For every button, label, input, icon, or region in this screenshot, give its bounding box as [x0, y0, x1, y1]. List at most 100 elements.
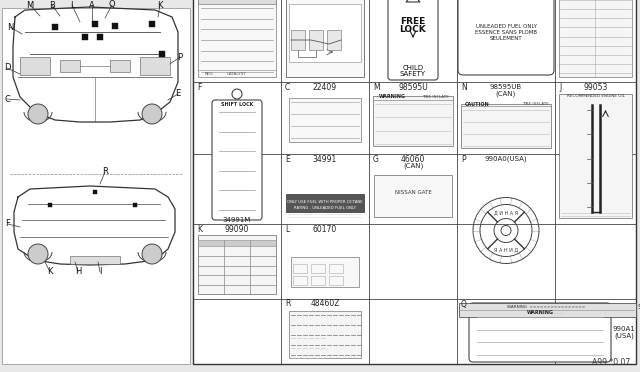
Bar	[198, 240, 276, 246]
Bar	[286, 194, 364, 212]
Text: 98595UB: 98595UB	[490, 84, 522, 90]
Text: CHILD: CHILD	[403, 65, 424, 71]
Bar	[159, 51, 165, 57]
Bar	[559, 0, 632, 77]
Text: ONLY USE FUEL WITH PROPER OCTANE: ONLY USE FUEL WITH PROPER OCTANE	[287, 200, 363, 204]
Text: TIRE INFLATE: TIRE INFLATE	[422, 95, 449, 99]
Text: J: J	[559, 83, 561, 92]
Text: E: E	[175, 90, 180, 99]
Text: 99090: 99090	[225, 224, 249, 234]
Bar	[461, 104, 551, 148]
Bar	[92, 21, 98, 27]
Bar	[70, 256, 120, 264]
Text: R: R	[285, 299, 291, 308]
FancyBboxPatch shape	[458, 0, 554, 75]
Text: M: M	[373, 83, 380, 92]
Text: D: D	[4, 64, 10, 73]
Text: TIRE INFLATE: TIRE INFLATE	[522, 102, 549, 106]
FancyBboxPatch shape	[469, 303, 611, 362]
Bar	[198, 235, 276, 294]
Bar	[48, 203, 52, 207]
Text: Я А Н И Д: Я А Н И Д	[494, 247, 518, 252]
Text: F: F	[6, 219, 10, 228]
Bar	[286, 0, 364, 77]
Text: 60170: 60170	[313, 224, 337, 234]
Bar	[289, 98, 361, 142]
Bar	[140, 57, 170, 75]
Text: 48460Z: 48460Z	[310, 299, 340, 308]
Text: 990A1: 990A1	[612, 326, 636, 332]
Text: (CAN): (CAN)	[403, 163, 423, 169]
Bar	[559, 94, 632, 218]
Text: H: H	[75, 267, 81, 276]
Text: ESSENCE SANS PLOMB: ESSENCE SANS PLOMB	[475, 29, 537, 35]
Text: L: L	[285, 224, 289, 234]
Bar	[309, 30, 323, 50]
FancyBboxPatch shape	[212, 100, 262, 220]
Text: Q: Q	[461, 299, 467, 308]
Text: LOCK: LOCK	[399, 26, 426, 35]
Text: P: P	[461, 154, 466, 164]
Bar	[293, 276, 307, 285]
Text: (USA): (USA)	[614, 333, 634, 339]
Bar	[198, 0, 276, 4]
Bar	[289, 311, 361, 358]
Circle shape	[142, 244, 162, 264]
Bar	[97, 34, 103, 40]
Text: 34991M: 34991M	[223, 217, 251, 223]
Bar	[291, 30, 305, 50]
Text: - - - - - - - - - - - - -: - - - - - - - - - - - - -	[529, 311, 563, 315]
Circle shape	[28, 104, 48, 124]
Text: REG: REG	[205, 72, 214, 76]
Bar	[327, 30, 341, 50]
Bar	[193, 0, 636, 364]
Text: R: R	[102, 167, 108, 176]
Text: N: N	[7, 22, 13, 32]
Text: RECOMMENDED ENGINE OIL: RECOMMENDED ENGINE OIL	[566, 94, 625, 98]
Bar	[149, 21, 155, 27]
Text: SEULEMENT: SEULEMENT	[490, 35, 522, 41]
Bar	[311, 264, 325, 273]
Text: 99053: 99053	[583, 83, 608, 92]
Text: 990A0(USA): 990A0(USA)	[484, 156, 527, 162]
FancyBboxPatch shape	[388, 0, 438, 80]
Bar	[373, 96, 453, 146]
Text: C: C	[4, 94, 10, 103]
Text: SAFETY: SAFETY	[400, 71, 426, 77]
Text: 46060: 46060	[401, 154, 425, 164]
Text: P: P	[177, 52, 182, 61]
Text: Д И Н А Я: Д И Н А Я	[494, 210, 518, 215]
Bar	[291, 257, 359, 287]
Text: A99 *0.07: A99 *0.07	[592, 358, 630, 367]
Text: 34991: 34991	[313, 154, 337, 164]
Text: 990A0(CAN): 990A0(CAN)	[638, 304, 640, 310]
Text: UNLEADED FUEL ONLY: UNLEADED FUEL ONLY	[476, 23, 536, 29]
Bar	[112, 23, 118, 29]
Circle shape	[142, 104, 162, 124]
Text: E: E	[285, 154, 290, 164]
Text: SHIFT LOCK: SHIFT LOCK	[221, 102, 253, 106]
Text: K: K	[47, 267, 52, 276]
Bar	[311, 276, 325, 285]
Text: (CAN): (CAN)	[496, 91, 516, 97]
Text: 98595U: 98595U	[398, 83, 428, 92]
Text: K: K	[197, 224, 202, 234]
Text: M: M	[26, 0, 34, 10]
Circle shape	[232, 89, 242, 99]
Text: B: B	[49, 0, 55, 10]
Text: Q: Q	[109, 0, 115, 10]
Text: N: N	[461, 83, 467, 92]
Text: I: I	[99, 267, 101, 276]
Text: K: K	[157, 0, 163, 10]
Circle shape	[28, 244, 48, 264]
Text: CAUTION: CAUTION	[465, 102, 490, 106]
Bar	[329, 276, 343, 285]
Bar	[459, 303, 636, 317]
Bar	[289, 4, 361, 62]
Bar	[198, 0, 276, 77]
Bar	[93, 190, 97, 194]
Bar	[2, 8, 190, 364]
Text: FREE: FREE	[401, 17, 426, 26]
Bar	[293, 264, 307, 273]
Text: WARNING: WARNING	[527, 311, 554, 315]
